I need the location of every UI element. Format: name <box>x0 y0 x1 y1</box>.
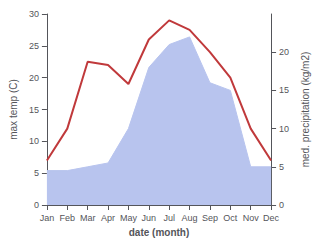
svg-text:10: 10 <box>279 124 289 134</box>
svg-text:0: 0 <box>279 200 284 210</box>
svg-text:Jul: Jul <box>163 213 175 223</box>
svg-text:max temp (C): max temp (C) <box>8 79 19 140</box>
svg-text:20: 20 <box>279 47 289 57</box>
svg-text:5: 5 <box>279 162 284 172</box>
svg-text:date (month): date (month) <box>129 227 190 238</box>
svg-text:5: 5 <box>34 168 39 178</box>
svg-text:Jun: Jun <box>142 213 157 223</box>
svg-text:Apr: Apr <box>101 213 115 223</box>
svg-text:15: 15 <box>279 85 289 95</box>
svg-text:0: 0 <box>34 200 39 210</box>
svg-text:Feb: Feb <box>60 213 76 223</box>
svg-text:30: 30 <box>29 9 39 19</box>
svg-text:Mar: Mar <box>80 213 96 223</box>
svg-text:med. precipitation (kg/m2): med. precipitation (kg/m2) <box>300 52 311 168</box>
svg-text:Oct: Oct <box>223 213 238 223</box>
svg-text:15: 15 <box>29 105 39 115</box>
svg-text:10: 10 <box>29 136 39 146</box>
svg-text:25: 25 <box>29 41 39 51</box>
svg-text:20: 20 <box>29 73 39 83</box>
svg-text:Jan: Jan <box>40 213 55 223</box>
svg-text:Dec: Dec <box>263 213 280 223</box>
svg-text:Aug: Aug <box>182 213 198 223</box>
svg-text:May: May <box>120 213 138 223</box>
svg-text:Sep: Sep <box>202 213 218 223</box>
svg-text:Nov: Nov <box>243 213 260 223</box>
